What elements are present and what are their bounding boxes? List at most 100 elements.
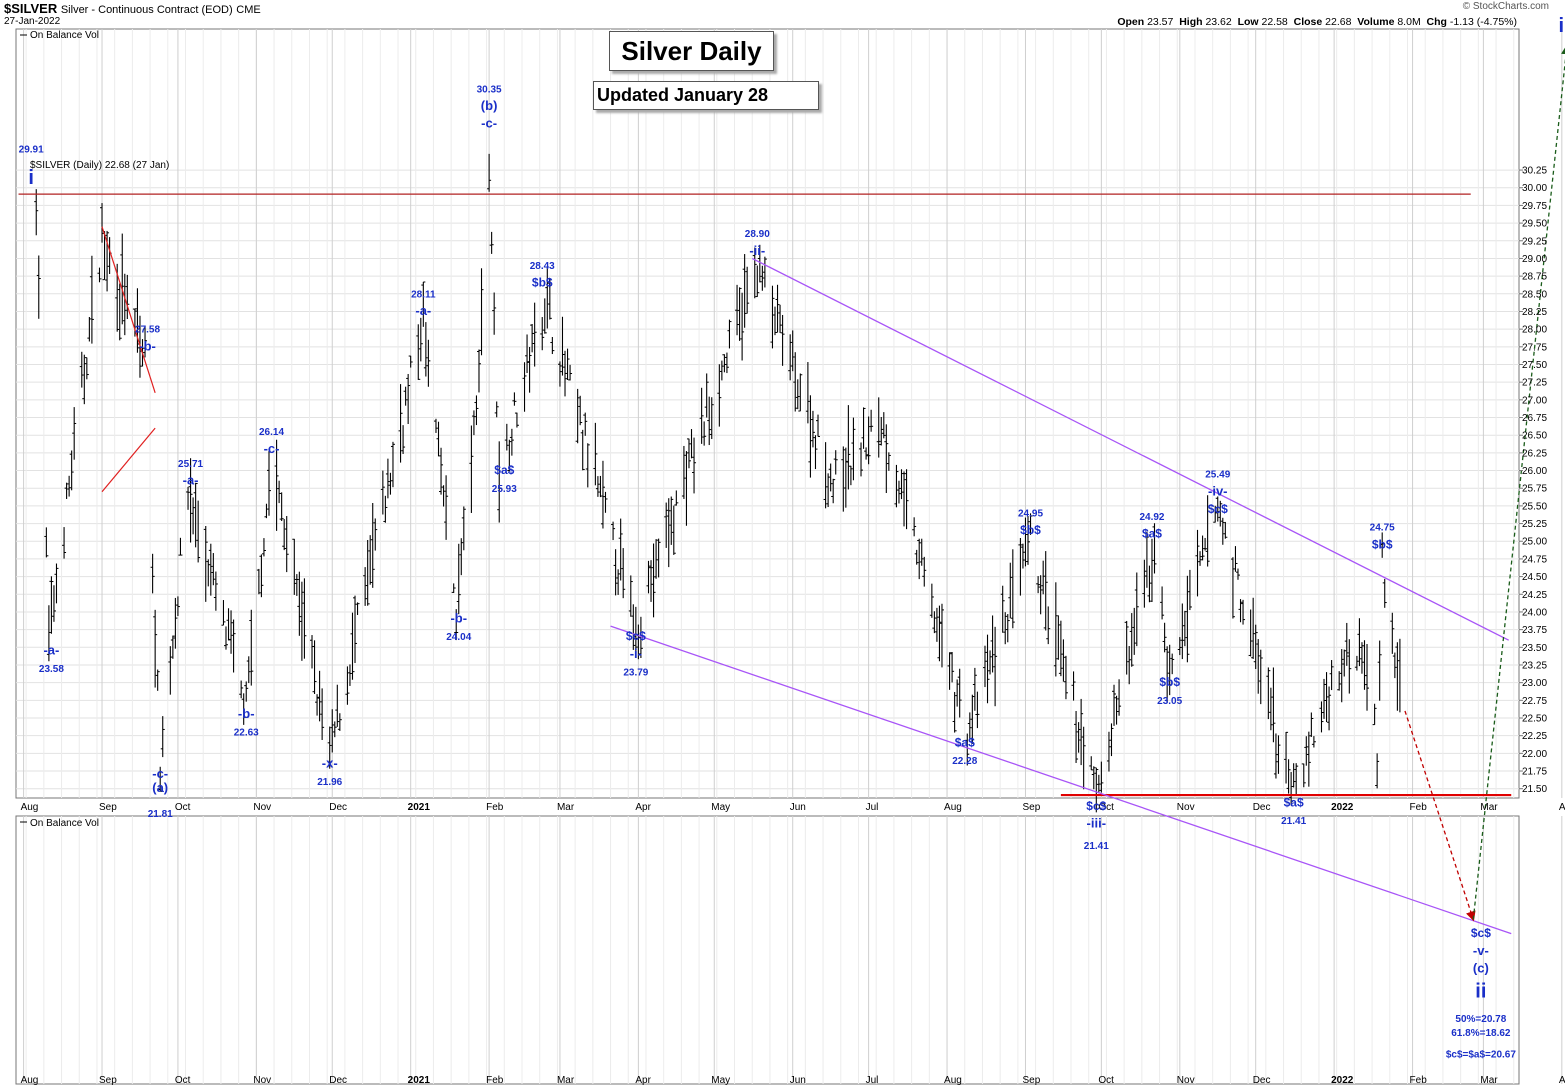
x-tick-label: May xyxy=(711,1075,730,1086)
ohlc-bar xyxy=(719,360,724,381)
ohlc-bar xyxy=(1074,711,1079,763)
wave-label: -ii- xyxy=(749,243,765,258)
x-tick-label: Feb xyxy=(486,802,504,813)
ohlc-bar xyxy=(864,447,869,460)
ohlc-bar xyxy=(656,538,661,578)
ohlc-bar xyxy=(249,609,254,686)
wave-label: -b- xyxy=(450,611,467,626)
ohlc-bar xyxy=(1253,624,1258,670)
y-tick-label: 26.75 xyxy=(1522,413,1547,424)
wave-label: -b- xyxy=(238,706,255,721)
ohlc-bar xyxy=(87,317,92,342)
ohlc-bar xyxy=(1337,671,1342,691)
ohlc-bar xyxy=(1165,646,1170,703)
ohlc-bar xyxy=(681,445,686,499)
x-tick-label: Feb xyxy=(486,1075,504,1086)
ohlc-bar xyxy=(805,362,810,424)
y-tick-label: 22.25 xyxy=(1522,731,1547,742)
wave-label: 21.96 xyxy=(317,777,342,788)
ohlc-bar xyxy=(153,609,158,688)
ohlc-bar xyxy=(886,452,891,471)
ohlc-bar xyxy=(841,446,846,512)
ohlc-bar xyxy=(762,256,767,288)
ohlc-bar xyxy=(1205,495,1210,567)
ohlc-bar xyxy=(1056,615,1061,660)
wave-label: $c$ xyxy=(626,629,646,643)
wave-label: $b$ xyxy=(532,276,553,290)
ohlc-bar xyxy=(598,475,603,498)
high-label: High xyxy=(1179,16,1203,28)
y-tick-label: 27.75 xyxy=(1522,342,1547,353)
y-tick-label: 25.75 xyxy=(1522,484,1547,495)
ohlc-bar xyxy=(790,330,795,372)
ohlc-bar xyxy=(955,679,960,707)
ohlc-bar xyxy=(522,362,527,412)
ohlc-bar xyxy=(385,458,390,499)
ohlc-bar xyxy=(1089,756,1094,771)
ohlc-bar xyxy=(370,503,375,588)
ohlc-bar xyxy=(633,606,638,657)
ohlc-bar xyxy=(616,569,621,595)
ohlc-bar xyxy=(692,437,697,494)
ohlc-bar xyxy=(965,733,970,766)
ohlc-bar xyxy=(158,766,163,792)
ohlc-bar xyxy=(982,645,987,688)
x-tick-label: Feb xyxy=(1410,1075,1428,1086)
ohlc-bar xyxy=(49,576,54,634)
ohlc-bar xyxy=(1357,618,1362,667)
y-tick-label: 22.75 xyxy=(1522,696,1547,707)
ohlc-bar xyxy=(459,538,464,576)
x-tick-label: Aug xyxy=(944,802,962,813)
ohlc-bar xyxy=(1266,667,1271,720)
ohlc-bar xyxy=(320,688,325,740)
ohlc-bar xyxy=(1200,535,1205,561)
y-tick-label: 29.50 xyxy=(1522,219,1547,230)
ohlc-bar xyxy=(1081,726,1086,790)
ohlc-bar xyxy=(84,357,89,380)
ohlc-bar xyxy=(674,490,679,506)
ohlc-bar xyxy=(664,502,669,548)
ohlc-bar xyxy=(833,450,838,475)
low-label: Low xyxy=(1237,16,1259,28)
ohlc-bar xyxy=(904,469,909,530)
x-tick-label: Sep xyxy=(99,802,117,813)
ohlc-bar xyxy=(1268,687,1273,731)
ohlc-bar xyxy=(881,412,886,439)
ohlc-bar xyxy=(479,268,484,356)
ohlc-bar xyxy=(297,571,302,636)
ohlc-bar xyxy=(793,352,798,412)
ohlc-bar xyxy=(808,395,813,478)
ohlc-bar xyxy=(203,525,208,602)
ohlc-bar xyxy=(489,231,494,254)
ohlc-bar xyxy=(246,656,251,684)
ohlc-bar xyxy=(1291,763,1296,788)
ohlc-bar xyxy=(600,460,605,529)
ohlc-bar xyxy=(418,317,423,362)
y-tick-label: 25.00 xyxy=(1522,537,1547,548)
ohlc-bar xyxy=(1096,774,1101,794)
ohlc-bar xyxy=(1182,610,1187,647)
ohlc-bar xyxy=(267,450,271,516)
ohlc-bar xyxy=(704,373,709,418)
ohlc-bar xyxy=(550,337,555,355)
ohlc-bar xyxy=(970,694,975,744)
x-tick-label: Oct xyxy=(175,1075,191,1086)
ohlc-bar xyxy=(1375,753,1380,789)
ohlc-bar xyxy=(1230,557,1235,619)
ohlc-bar xyxy=(666,498,671,568)
ohlc-bar xyxy=(621,548,626,599)
ohlc-bar xyxy=(150,553,155,594)
ohlc-bar xyxy=(454,609,459,641)
ohlc-bar xyxy=(755,265,760,298)
ohlc-bar xyxy=(745,266,750,314)
wave-label: 23.79 xyxy=(623,668,648,679)
x-tick-label: Sep xyxy=(99,1075,117,1086)
x-tick-label: Aug xyxy=(21,1075,39,1086)
x-tick-label: 2021 xyxy=(408,1075,431,1086)
ohlc-bar xyxy=(294,574,299,596)
ohlc-bar xyxy=(636,624,641,660)
ohlc-bar xyxy=(1329,660,1334,691)
ohlc-bar xyxy=(186,486,191,510)
y-tick-label: 29.00 xyxy=(1522,254,1547,265)
wave-label: -a- xyxy=(183,473,199,488)
